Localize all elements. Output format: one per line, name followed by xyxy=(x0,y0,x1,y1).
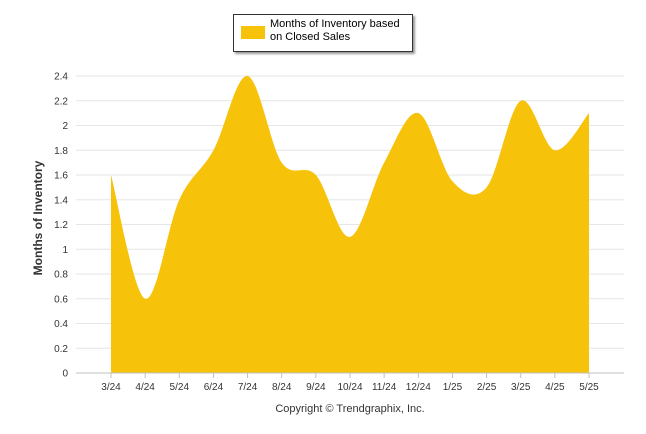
x-tick-label: 7/24 xyxy=(238,382,258,393)
x-tick-label: 6/24 xyxy=(204,382,224,393)
y-tick-label: 1.6 xyxy=(54,171,68,182)
x-tick-label: 12/24 xyxy=(406,382,431,393)
y-tick-label: 0.2 xyxy=(54,344,68,355)
x-tick-label: 4/25 xyxy=(545,382,565,393)
x-tick-label: 4/24 xyxy=(135,382,155,393)
legend-swatch xyxy=(241,26,265,39)
x-axis-ticks: 3/24 4/24 5/24 6/24 7/24 8/24 9/24 10/24 11/24 12… xyxy=(101,373,599,393)
y-tick-label: 0.8 xyxy=(54,270,68,281)
y-tick-label: 0.6 xyxy=(54,294,68,305)
y-tick-label: 0.4 xyxy=(54,319,68,330)
x-tick-label: 1/25 xyxy=(443,382,463,393)
y-tick-label: 1.8 xyxy=(54,146,68,157)
x-tick-label: 5/24 xyxy=(170,382,190,393)
y-tick-label: 1 xyxy=(62,245,68,256)
y-tick-label: 2.4 xyxy=(54,72,68,83)
x-tick-label: 5/25 xyxy=(579,382,599,393)
x-tick-label: 9/24 xyxy=(306,382,326,393)
y-tick-label: 0 xyxy=(62,369,68,380)
area-series xyxy=(111,75,589,373)
x-tick-label: 3/24 xyxy=(101,382,121,393)
y-tick-label: 2.2 xyxy=(54,96,68,107)
legend[interactable]: Months of Inventory based on Closed Sale… xyxy=(233,14,413,52)
x-tick-label: 2/25 xyxy=(477,382,497,393)
x-tick-label: 8/24 xyxy=(272,382,292,393)
y-tick-label: 2 xyxy=(62,121,68,132)
y-tick-label: 1.4 xyxy=(54,195,68,206)
x-tick-label: 10/24 xyxy=(337,382,362,393)
copyright-text: Copyright © Trendgraphix, Inc. xyxy=(275,403,424,415)
legend-label: Months of Inventory based on Closed Sale… xyxy=(270,18,400,43)
x-tick-label: 3/25 xyxy=(511,382,531,393)
y-axis-label: Months of Inventory xyxy=(31,160,45,275)
y-tick-label: 1.2 xyxy=(54,220,68,231)
y-axis-ticks: 0 0.2 0.4 0.6 0.8 1 1.2 1.4 1.6 1.8 2 2.2 2.4 xyxy=(54,72,68,380)
x-tick-label: 11/24 xyxy=(372,382,397,393)
